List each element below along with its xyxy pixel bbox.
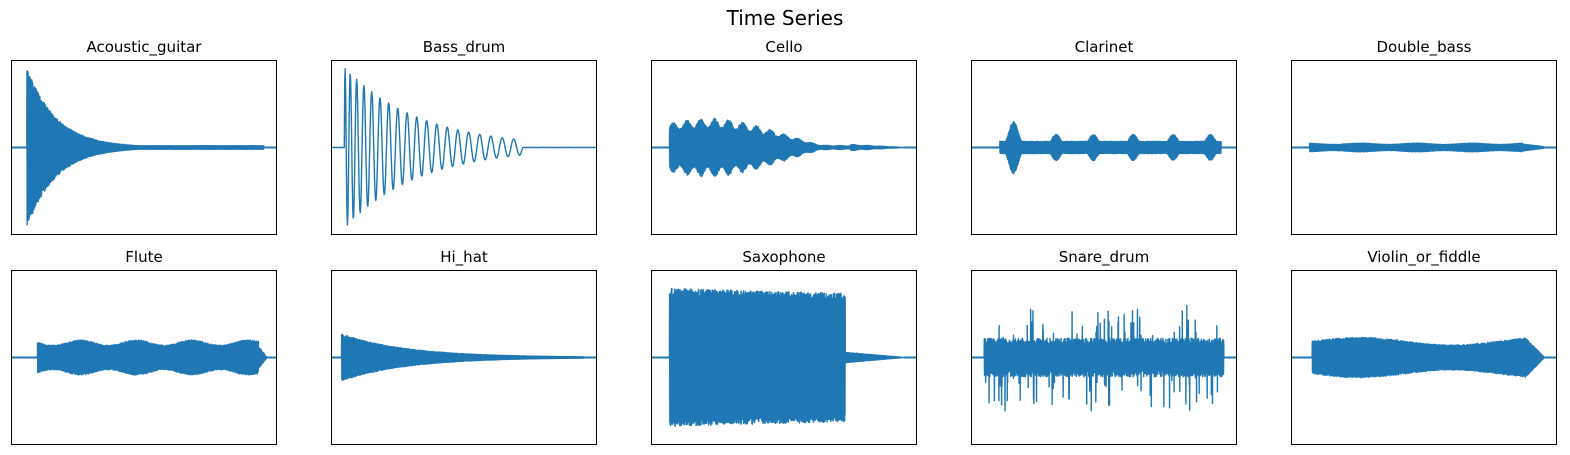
subplot-snare-drum: Snare_drum [971,248,1237,445]
axes-frame [971,270,1237,445]
subplot-title: Violin_or_fiddle [1367,248,1480,267]
axes-frame [971,60,1237,235]
subplot-acoustic-guitar: Acoustic_guitar [11,38,277,235]
subplot-title: Cello [765,38,802,56]
axes-frame [1291,60,1557,235]
axes-frame [651,60,917,235]
subplot-title: Flute [125,248,162,266]
waveform-line [331,68,597,226]
subplot-flute: Flute [11,248,277,445]
subplot-title: Bass_drum [423,38,505,57]
subplot-title: Clarinet [1075,38,1134,56]
subplot-title: Acoustic_guitar [87,38,203,57]
axes-frame [331,60,597,235]
waveform-line [11,70,277,226]
waveform-line [331,333,597,381]
subplot-violin-or-fiddle: Violin_or_fiddle [1291,248,1557,445]
waveform-line [971,304,1237,412]
figure-title: Time Series [726,6,844,30]
axes-frame [651,270,917,445]
axes-frame [331,270,597,445]
subplot-clarinet: Clarinet [971,38,1237,235]
subplot-saxophone: Saxophone [651,248,917,445]
subplot-title: Snare_drum [1059,248,1150,267]
waveform-line [651,287,917,427]
waveform-line [1291,336,1557,379]
waveform-line [11,339,277,376]
waveform-line [971,121,1237,175]
axes-frame [11,60,277,235]
axes-frame [11,270,277,445]
waveform-line [651,117,917,178]
waveform-line [1291,142,1557,153]
subplot-bass-drum: Bass_drum [331,38,597,235]
subplot-cello: Cello [651,38,917,235]
subplot-hi-hat: Hi_hat [331,248,597,445]
subplot-title: Hi_hat [440,248,488,267]
subplot-title: Double_bass [1377,38,1472,57]
axes-frame [1291,270,1557,445]
subplot-double-bass: Double_bass [1291,38,1557,235]
subplot-title: Saxophone [742,248,825,266]
